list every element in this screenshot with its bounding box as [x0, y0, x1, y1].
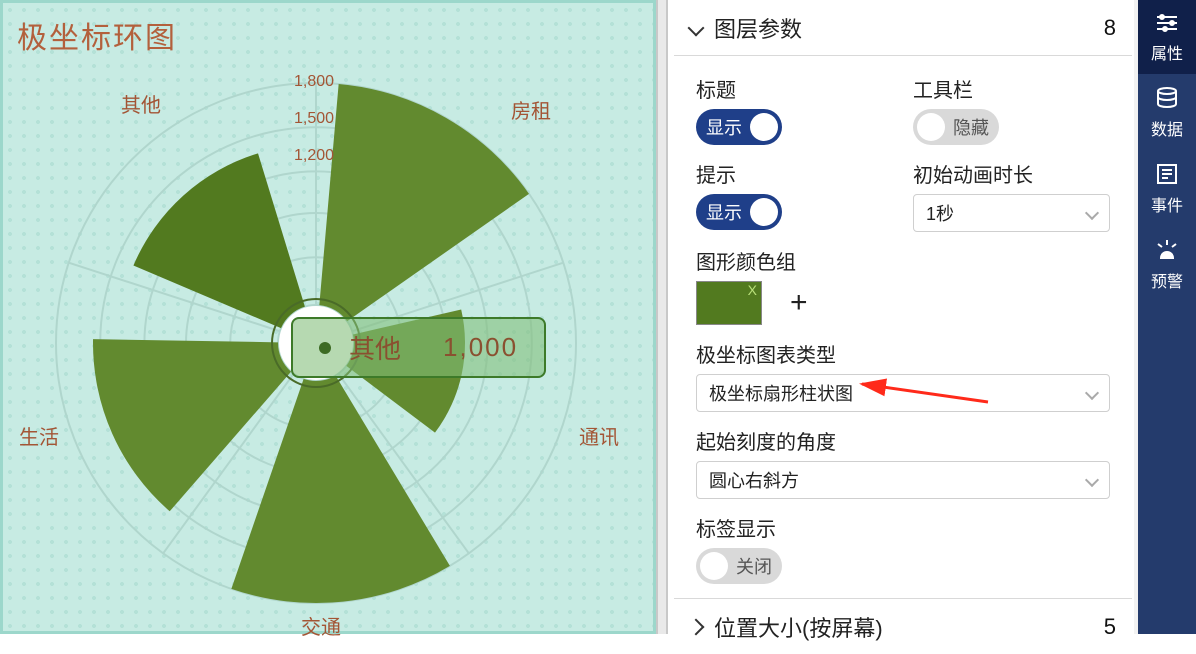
field-label-title: 标题 — [696, 74, 893, 103]
toggle-text: 显示 — [700, 114, 748, 140]
category-label: 生活 — [19, 421, 59, 450]
swatch-remove[interactable]: X — [748, 282, 757, 298]
tooltip-dot — [319, 342, 331, 354]
section-title: 图层参数 — [714, 12, 802, 44]
toggle-knob — [700, 552, 728, 580]
select-value: 圆心右斜方 — [709, 467, 799, 493]
chevron-down-icon — [1085, 473, 1099, 487]
chevron-down-icon — [1085, 206, 1099, 220]
section-count: 8 — [1104, 15, 1116, 41]
toggle-label-show[interactable]: 关闭 — [696, 548, 782, 584]
properties-panel: 图层参数 8 标题 显示 工具栏 隐藏 提示 — [668, 0, 1138, 634]
toggle-text: 关闭 — [730, 553, 778, 579]
field-label-hint: 提示 — [696, 159, 893, 188]
category-label: 房租 — [511, 95, 551, 124]
chevron-right-icon — [688, 618, 705, 635]
database-icon — [1154, 86, 1180, 110]
section-count: 5 — [1104, 614, 1116, 640]
toggle-knob — [917, 113, 945, 141]
field-label-anim: 初始动画时长 — [913, 159, 1110, 188]
add-color-button[interactable]: + — [790, 286, 808, 320]
toggle-toolbar[interactable]: 隐藏 — [913, 109, 999, 145]
toggle-title[interactable]: 显示 — [696, 109, 782, 145]
chart-tooltip: 其他 1,000 — [291, 317, 546, 378]
field-label-start-angle: 起始刻度的角度 — [696, 426, 1110, 455]
tooltip-value: 1,000 — [443, 332, 518, 363]
toggle-text: 显示 — [700, 199, 748, 225]
tab-label: 数据 — [1138, 116, 1196, 140]
field-label-chart-type: 极坐标图表类型 — [696, 339, 1110, 368]
field-label-colors: 图形颜色组 — [696, 246, 1110, 275]
toggle-hint[interactable]: 显示 — [696, 194, 782, 230]
right-tabstrip: 属性 数据 事件 预警 — [1138, 0, 1196, 634]
select-anim-duration[interactable]: 1秒 — [913, 194, 1110, 232]
tab-events[interactable]: 事件 — [1138, 150, 1196, 226]
select-value: 1秒 — [926, 200, 954, 226]
select-start-angle[interactable]: 圆心右斜方 — [696, 461, 1110, 499]
category-label: 交通 — [301, 611, 341, 640]
radial-tick-label: 1,800 — [294, 73, 334, 91]
section-layer-params[interactable]: 图层参数 8 — [674, 0, 1132, 56]
section-position-size[interactable]: 位置大小(按屏幕) 5 — [674, 598, 1132, 654]
tooltip-name: 其他 — [349, 329, 401, 366]
tab-alerts[interactable]: 预警 — [1138, 226, 1196, 302]
alert-icon — [1154, 238, 1180, 262]
select-chart-type[interactable]: 极坐标扇形柱状图 — [696, 374, 1110, 412]
toggle-knob — [750, 113, 778, 141]
tab-attrs[interactable]: 属性 — [1138, 0, 1196, 74]
category-label: 其他 — [121, 89, 161, 118]
select-value: 极坐标扇形柱状图 — [709, 380, 853, 406]
sliders-icon — [1154, 12, 1180, 34]
field-label-toolbar: 工具栏 — [913, 74, 1110, 103]
polar-chart-canvas[interactable]: 极坐标环图 房租通讯交通生活其他 1,2001,5001,800 其他 1,00… — [0, 0, 656, 634]
toggle-knob — [750, 198, 778, 226]
radial-tick-label: 1,500 — [294, 110, 334, 128]
section-title: 位置大小(按屏幕) — [714, 611, 883, 643]
tab-label: 事件 — [1138, 192, 1196, 216]
radial-tick-label: 1,200 — [294, 147, 334, 165]
tab-label: 预警 — [1138, 268, 1196, 292]
tab-label: 属性 — [1138, 40, 1196, 64]
chevron-down-icon — [688, 19, 705, 36]
tab-data[interactable]: 数据 — [1138, 74, 1196, 150]
chevron-down-icon — [1085, 386, 1099, 400]
field-label-label-show: 标签显示 — [696, 513, 1110, 542]
color-swatch[interactable]: X — [696, 281, 762, 325]
toggle-text: 隐藏 — [947, 114, 995, 140]
list-icon — [1154, 162, 1180, 186]
category-label: 通讯 — [579, 421, 619, 450]
